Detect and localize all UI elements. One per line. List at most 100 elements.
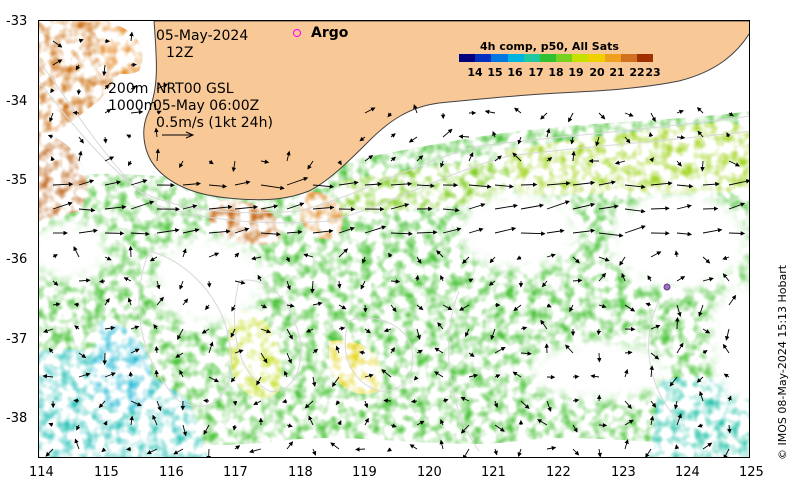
current-vector: [624, 184, 646, 190]
colorbar-ticks: 14 15 16 17 18 19 20 21 22 23: [459, 66, 660, 79]
current-vector: [260, 231, 281, 237]
current-vector: [49, 112, 54, 123]
colorbar-swatch: [604, 54, 621, 62]
current-vector: [208, 204, 233, 210]
current-vector: [286, 229, 303, 235]
current-vector: [173, 448, 184, 455]
current-vector: [52, 302, 61, 307]
current-vector: [208, 252, 220, 258]
current-vector: [48, 422, 54, 427]
current-vector: [722, 273, 730, 282]
current-vector: [130, 348, 140, 354]
current-vector: [546, 228, 565, 234]
current-vector: [182, 228, 200, 234]
current-vector: [537, 419, 548, 426]
current-vector: [152, 414, 158, 426]
current-vector: [722, 343, 730, 354]
current-vector: [182, 424, 188, 437]
current-vector: [408, 136, 418, 143]
lon-tick-label: 124: [675, 465, 700, 480]
current-vector: [286, 423, 293, 428]
current-vector: [520, 400, 530, 409]
current-vector: [494, 347, 506, 354]
sst-colorbar: [459, 54, 654, 62]
current-vector: [331, 376, 340, 388]
current-vector: [232, 424, 237, 431]
lon-tick-label: 125: [739, 465, 764, 480]
current-vector: [311, 376, 317, 387]
current-vector: [465, 328, 470, 337]
lat-tick-label: -37: [6, 332, 28, 347]
current-vector: [260, 159, 270, 164]
current-vector: [338, 304, 347, 310]
current-vector: [338, 248, 349, 258]
current-vector: [104, 180, 122, 186]
current-vector: [517, 136, 522, 145]
current-vector: [359, 350, 366, 355]
current-vector: [154, 369, 159, 378]
colorbar-swatch: [507, 54, 524, 62]
current-vector: [251, 255, 262, 261]
current-vector: [312, 205, 335, 210]
current-vector: [460, 396, 470, 402]
current-vector: [597, 448, 602, 457]
current-vector: [410, 399, 418, 404]
current-vector: [649, 157, 654, 163]
current-vector: [462, 448, 470, 457]
current-vector: [494, 374, 501, 379]
current-vector: [416, 349, 423, 354]
current-vector: [286, 280, 291, 291]
colorbar-tick-label: 19: [568, 66, 584, 79]
current-vector: [674, 250, 679, 258]
current-vector: [727, 395, 732, 402]
current-vector: [43, 328, 54, 333]
current-vector: [674, 444, 680, 450]
current-vector: [146, 448, 158, 455]
lon-tick-label: 116: [159, 465, 184, 480]
current-vector: [416, 420, 425, 426]
current-vector: [203, 398, 210, 404]
current-vector: [130, 85, 137, 90]
lon-tick-label: 115: [94, 465, 119, 480]
current-vector: [78, 372, 91, 378]
current-vector: [73, 302, 80, 308]
current-vector: [98, 400, 106, 409]
lon-tick-label: 114: [29, 465, 54, 480]
current-vectors: [42, 31, 749, 457]
map-date: 05-May-2024: [156, 28, 249, 44]
current-vector: [490, 328, 496, 340]
current-vector: [390, 279, 401, 284]
current-vector: [520, 182, 538, 187]
current-vector: [676, 183, 694, 189]
current-vector: [546, 157, 553, 162]
sst-map[interactable]: [38, 20, 750, 458]
current-vector: [364, 417, 369, 426]
current-vector: [355, 447, 366, 452]
current-vector: [230, 376, 236, 383]
current-vector: [514, 107, 522, 114]
current-vector: [74, 438, 80, 450]
current-vector: [234, 252, 240, 258]
current-vector: [260, 304, 268, 309]
current-vector: [52, 40, 63, 48]
current-vector: [572, 256, 580, 264]
colorbar-swatch: [572, 54, 589, 62]
current-vector: [129, 31, 134, 42]
current-vector: [390, 347, 395, 354]
colorbar-tick-label: 15: [487, 66, 503, 79]
current-vector: [676, 160, 682, 167]
current-vector: [722, 255, 730, 260]
current-vector: [676, 204, 692, 210]
current-vector: [596, 328, 602, 336]
current-vector: [48, 347, 54, 354]
current-vector: [565, 344, 574, 354]
current-vector: [676, 231, 693, 237]
current-vector: [436, 250, 444, 258]
current-vector: [416, 155, 424, 162]
current-vector: [78, 207, 96, 213]
current-vector: [234, 204, 259, 210]
current-vector: [673, 400, 679, 410]
argo-float-marker[interactable]: [293, 29, 301, 37]
colorbar-swatch: [539, 54, 557, 62]
current-vector: [699, 390, 704, 402]
